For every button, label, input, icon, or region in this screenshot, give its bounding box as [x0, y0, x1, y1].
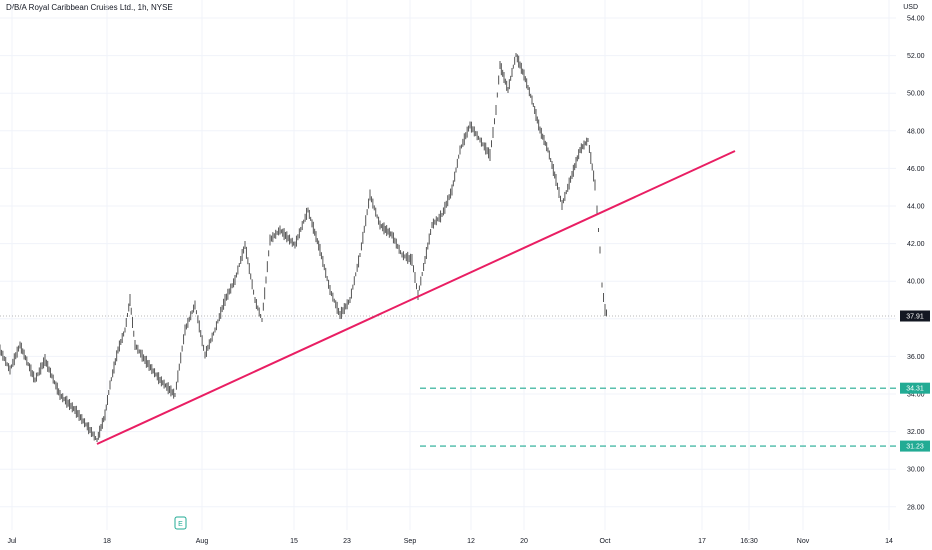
earnings-marker[interactable]: E	[174, 516, 187, 530]
x-tick-label: 18	[103, 538, 111, 545]
y-tick-label: 54.00	[907, 16, 925, 23]
y-axis: 28.0030.0032.0034.0036.0038.0040.0042.00…	[907, 16, 925, 512]
x-tick-label: Sep	[404, 538, 417, 545]
x-tick-label: 16:30	[740, 538, 758, 545]
y-tick-label: 34.00	[907, 392, 925, 399]
level-price-tag: 31.23	[900, 440, 930, 452]
y-tick-label: 36.00	[907, 354, 925, 361]
svg-text:E: E	[178, 521, 183, 528]
x-tick-label: Jul	[8, 538, 17, 545]
y-tick-label: 50.00	[907, 91, 925, 98]
y-tick-label: 48.00	[907, 128, 925, 135]
x-tick-label: 12	[467, 538, 475, 545]
x-tick-label: 20	[520, 538, 528, 545]
x-tick-label: 15	[290, 538, 298, 545]
x-axis: Jul 18 Aug 15 23 Sep 12 20 Oct 17 16:30 Nov 14	[8, 538, 893, 545]
support-levels	[420, 387, 896, 447]
y-tick-label: 40.00	[907, 279, 925, 286]
x-tick-label: Aug	[196, 538, 209, 545]
price-bars	[0, 53, 607, 442]
y-tick-label: 42.00	[907, 241, 925, 248]
x-tick-label: 17	[698, 538, 706, 545]
level-price-tag: 34.31	[900, 382, 930, 394]
last-price-tag: 37.91	[900, 310, 930, 322]
x-tick-label: 14	[885, 538, 893, 545]
y-tick-label: 44.00	[907, 204, 925, 211]
chart-title: D/B/A Royal Caribbean Cruises Ltd., 1h, …	[6, 3, 173, 12]
svg-text:34.31: 34.31	[906, 386, 924, 393]
x-tick-label: Oct	[600, 538, 611, 545]
y-tick-label: 30.00	[907, 467, 925, 474]
currency-label: USD	[903, 4, 918, 11]
svg-text:37.91: 37.91	[906, 314, 924, 321]
grid	[0, 0, 896, 530]
y-tick-label: 46.00	[907, 166, 925, 173]
x-tick-label: 23	[343, 538, 351, 545]
svg-text:31.23: 31.23	[906, 444, 924, 451]
trendline[interactable]	[96, 150, 736, 445]
y-tick-label: 32.00	[907, 429, 925, 436]
y-tick-label: 28.00	[907, 504, 925, 511]
x-tick-label: Nov	[797, 538, 810, 545]
y-tick-label: 52.00	[907, 53, 925, 60]
